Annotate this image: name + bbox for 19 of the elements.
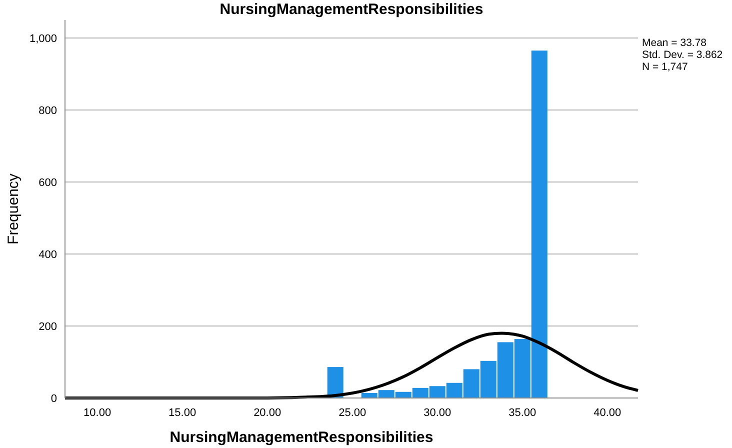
y-tick-label: 600 [38,176,57,189]
x-tick-label: 25.00 [338,407,366,419]
y-axis-title: Frequency [5,173,22,244]
y-tick-label: 1,000 [29,32,57,45]
y-tick-label: 800 [38,104,57,117]
x-tick-label: 10.00 [84,407,112,419]
chart-title: NursingManagementResponsibilities [220,1,484,18]
text: N = 1,747 [642,61,688,73]
x-tick-label: 35.00 [508,407,536,419]
y-tick-label: 400 [38,248,57,261]
x-tick-label: 30.00 [424,407,452,419]
text: Std. Dev. = 3.862 [642,49,723,61]
x-axis-title: NursingManagementResponsibilities [170,429,434,446]
y-tick-label: 200 [38,320,57,333]
x-tick-label: 15.00 [168,407,196,419]
x-tick-label: 40.00 [594,407,622,419]
x-tick-label: 20.00 [254,407,282,419]
text: Mean = 33.78 [642,37,707,49]
y-tick-label: 0 [50,392,57,405]
